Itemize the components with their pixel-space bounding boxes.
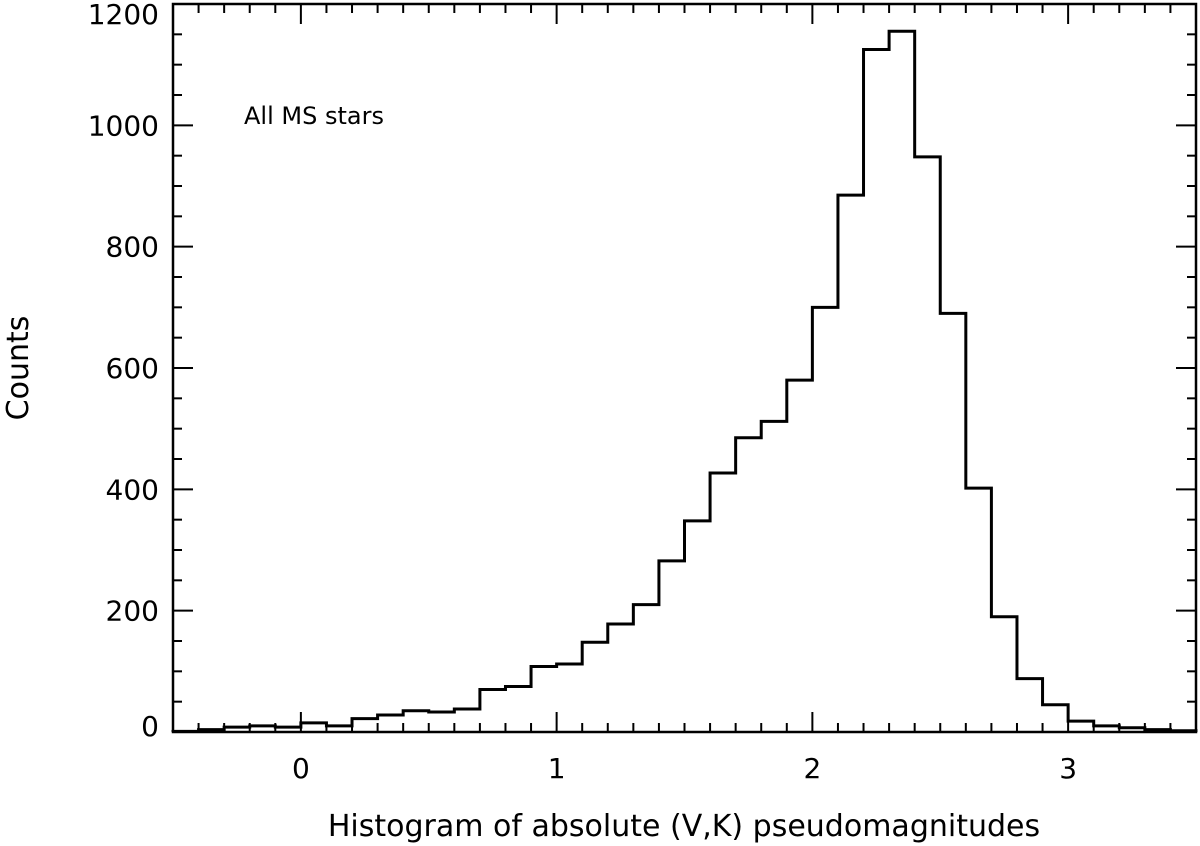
y-tick-label: 0	[141, 710, 159, 743]
histogram-bin	[940, 313, 966, 732]
histogram-bin	[812, 307, 838, 732]
x-axis-title: Histogram of absolute (V,K) pseudomagnit…	[328, 809, 1040, 844]
histogram-bin	[454, 709, 480, 732]
histogram-bin	[710, 473, 736, 732]
histogram-bin	[761, 421, 787, 732]
histogram-bin	[659, 561, 685, 732]
y-tick-label: 600	[106, 352, 159, 385]
histogram-bin	[326, 726, 352, 732]
histogram-bin	[224, 727, 250, 732]
histogram-bin	[301, 723, 327, 732]
histogram-bin	[275, 727, 301, 732]
histogram-bin	[633, 605, 659, 732]
histogram-bin	[1145, 730, 1171, 732]
histogram-bin	[429, 712, 455, 732]
histogram-bin	[991, 617, 1017, 732]
histogram-bin	[173, 731, 199, 732]
x-tick-label: 1	[548, 752, 566, 785]
annotation-label: All MS stars	[244, 102, 384, 130]
histogram-bin	[352, 719, 378, 732]
histogram-bin	[1119, 728, 1145, 732]
histogram-bin	[505, 687, 531, 733]
histogram-bin	[378, 715, 404, 732]
histogram-bin	[787, 380, 813, 732]
histogram-bin	[1068, 721, 1094, 732]
y-tick-label: 800	[106, 231, 159, 264]
x-tick-label: 2	[803, 752, 821, 785]
y-tick-label: 1200	[88, 0, 159, 31]
y-axis-title: Counts	[1, 316, 36, 421]
y-tick-label: 1000	[88, 109, 159, 142]
histogram-bin	[250, 726, 276, 732]
y-tick-label: 200	[106, 595, 159, 628]
histogram-bin	[557, 664, 583, 732]
histogram-bin	[685, 521, 711, 732]
histogram-bin	[864, 50, 890, 733]
histogram-bin	[1094, 726, 1120, 732]
histogram-bin	[608, 624, 634, 732]
histogram-bins	[173, 31, 1196, 732]
histogram-bin	[1017, 679, 1043, 732]
histogram-bin	[582, 642, 608, 732]
histogram-bin	[915, 157, 941, 732]
histogram-bin	[966, 488, 992, 732]
histogram-bin	[838, 195, 864, 732]
histogram-bin	[531, 666, 557, 732]
x-tick-label: 0	[292, 752, 310, 785]
histogram-bin	[1043, 705, 1069, 732]
histogram-outline	[171, 29, 1198, 733]
tick-labels: 0 1 2 3 0 200 400 600 800 1000 1200	[88, 0, 1077, 785]
histogram-bin	[736, 438, 762, 732]
histogram-bin	[889, 31, 915, 732]
histogram-bin	[403, 711, 429, 732]
x-tick-label: 3	[1059, 752, 1077, 785]
y-tick-label: 400	[106, 473, 159, 506]
histogram-bin	[199, 730, 225, 732]
histogram-bin	[480, 690, 506, 732]
histogram-bin	[1170, 731, 1196, 732]
